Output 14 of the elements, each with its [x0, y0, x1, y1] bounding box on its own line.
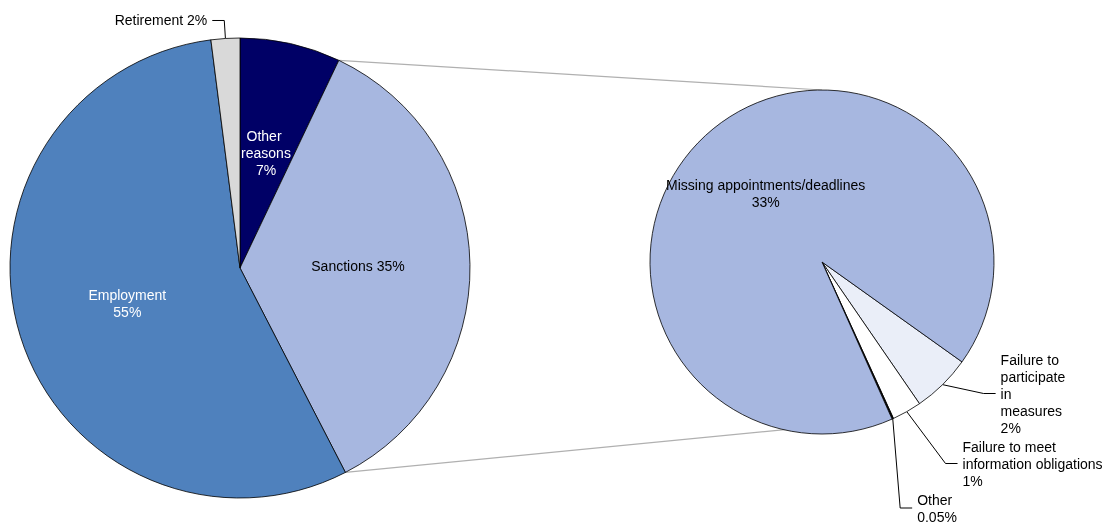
data-label: 55% — [113, 303, 142, 320]
data-label: 0.05% — [917, 508, 957, 525]
data-label: 2% — [1000, 419, 1021, 436]
data-label: 33% — [751, 193, 780, 210]
slice-label: Other reasons — [241, 127, 291, 161]
data-label: 7% — [255, 161, 277, 178]
slice-label: Failure to meet information obligations — [962, 438, 1103, 472]
slice-label: Other — [917, 491, 953, 508]
slice-label: Employment — [88, 286, 167, 303]
slice-label: Missing appointments/deadlines — [666, 176, 866, 193]
slice-label: Sanctions 35% — [311, 258, 405, 275]
slice-label: Failure to participate in measures — [1000, 351, 1070, 419]
slice-label: Retirement 2% — [114, 12, 208, 29]
data-label: 1% — [962, 472, 983, 489]
